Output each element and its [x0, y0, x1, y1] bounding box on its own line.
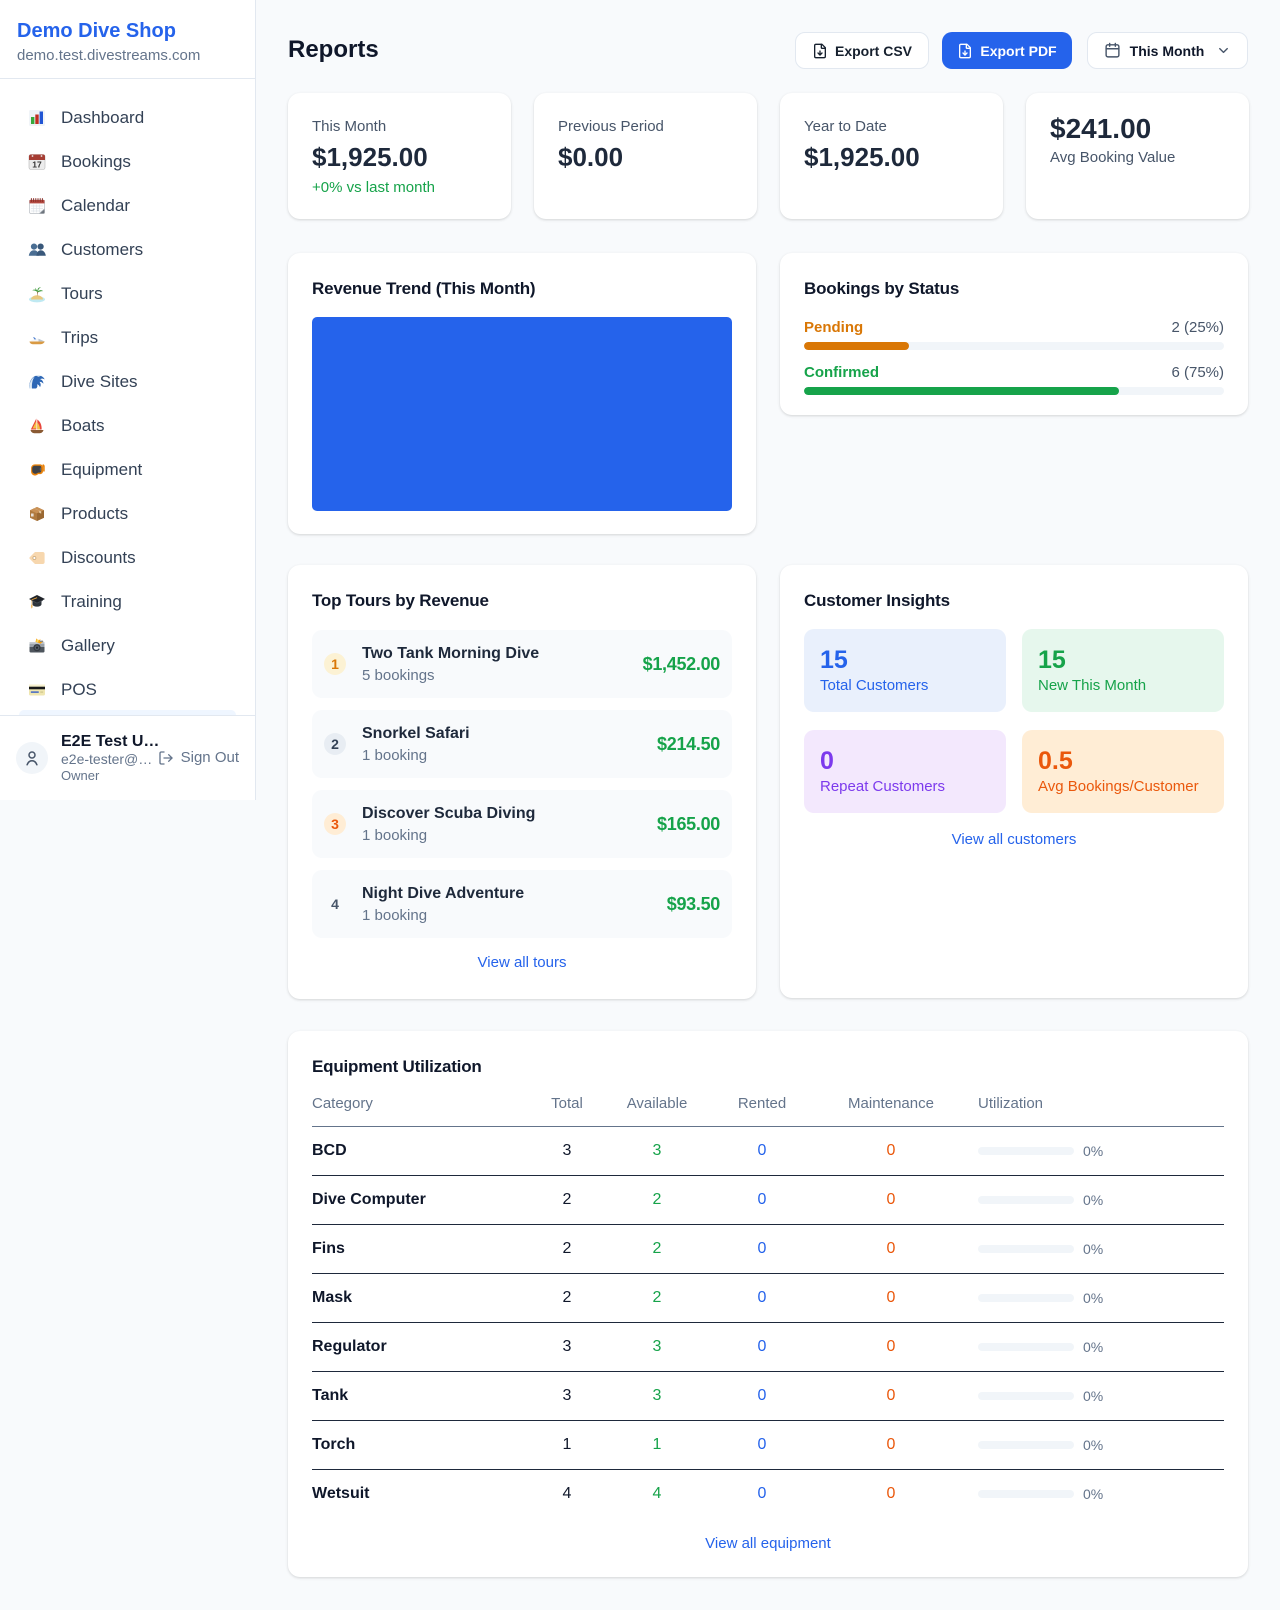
- svg-text:17: 17: [32, 160, 42, 170]
